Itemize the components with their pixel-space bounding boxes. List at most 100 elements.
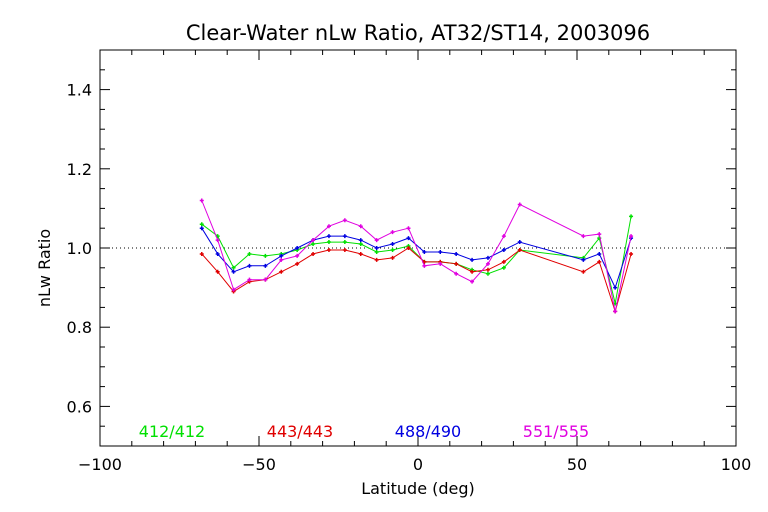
series-point <box>231 269 236 274</box>
series-point <box>199 251 204 256</box>
series-point <box>326 240 331 245</box>
series-point <box>247 263 252 268</box>
series-point <box>581 257 586 262</box>
series-point <box>629 234 634 239</box>
x-tick-label: 50 <box>567 455 587 474</box>
series-point <box>311 238 316 243</box>
y-tick-label: 1.2 <box>67 160 92 179</box>
series-point <box>263 277 268 282</box>
series-point <box>279 269 284 274</box>
series-point <box>263 253 268 258</box>
series-point <box>326 247 331 252</box>
legend-entry: 488/490 <box>395 422 461 441</box>
series-point <box>215 269 220 274</box>
series-point <box>342 234 347 239</box>
series-point <box>342 247 347 252</box>
series-point <box>374 246 379 250</box>
x-tick-label: 100 <box>721 455 752 474</box>
series-3 <box>199 226 634 290</box>
y-axis-label: nLw Ratio <box>35 229 54 307</box>
series-point <box>422 249 427 254</box>
series-point <box>501 259 506 264</box>
series-point <box>501 247 506 252</box>
series-line <box>201 216 632 304</box>
y-tick-label: 0.8 <box>67 318 92 337</box>
series-point <box>390 255 395 260</box>
series-point <box>247 251 252 256</box>
x-axis-label: Latitude (deg) <box>361 479 475 498</box>
series-point <box>406 226 411 231</box>
series-point <box>295 261 300 266</box>
series-point <box>326 224 331 229</box>
series-point <box>485 267 490 272</box>
series-point <box>199 198 204 203</box>
series-group <box>199 198 634 314</box>
series-point <box>613 285 618 290</box>
series-point <box>470 269 475 274</box>
series-point <box>358 224 363 229</box>
series-point <box>501 265 506 270</box>
series-point <box>342 218 347 223</box>
series-4 <box>199 198 634 314</box>
series-point <box>454 271 459 276</box>
chart-title: Clear-Water nLw Ratio, AT32/ST14, 200309… <box>186 21 650 45</box>
x-tick-label: 0 <box>413 455 423 474</box>
series-point <box>597 251 602 256</box>
series-point <box>470 279 475 284</box>
series-point <box>438 249 443 254</box>
series-point <box>597 232 602 237</box>
series-point <box>422 263 427 268</box>
series-point <box>279 257 284 262</box>
series-point <box>247 277 252 282</box>
series-point <box>485 261 490 266</box>
series-point <box>311 242 316 247</box>
series-point <box>263 263 268 268</box>
series-point <box>581 269 586 274</box>
x-tick-label: −100 <box>78 455 122 474</box>
legend-entry: 443/443 <box>267 422 333 441</box>
series-point <box>454 261 459 266</box>
series-point <box>311 251 316 256</box>
x-tick-label: −50 <box>242 455 276 474</box>
series-point <box>581 234 586 239</box>
series-point <box>438 261 443 266</box>
series-point <box>342 240 347 245</box>
series-point <box>406 236 411 241</box>
series-point <box>470 257 475 262</box>
series-point <box>517 247 522 252</box>
series-point <box>485 255 490 260</box>
series-point <box>406 246 411 250</box>
series-point <box>629 251 634 256</box>
series-point <box>597 259 602 264</box>
series-point <box>374 238 379 243</box>
series-point <box>517 240 522 245</box>
series-point <box>629 214 634 219</box>
series-point <box>358 251 363 256</box>
y-tick-label: 0.6 <box>67 397 92 416</box>
series-point <box>231 265 236 270</box>
series-point <box>279 253 284 258</box>
series-point <box>390 230 395 235</box>
series-point <box>485 271 490 276</box>
series-point <box>390 247 395 252</box>
series-point <box>358 238 363 243</box>
series-point <box>517 202 522 207</box>
series-point <box>613 309 618 314</box>
series-point <box>215 251 220 256</box>
series-point <box>358 242 363 247</box>
series-point <box>215 238 220 243</box>
series-point <box>231 287 236 292</box>
y-tick-label: 1.4 <box>67 81 92 100</box>
series-point <box>390 242 395 247</box>
legend-entry: 412/412 <box>139 422 205 441</box>
series-point <box>374 257 379 262</box>
series-point <box>374 249 379 254</box>
legend-entry: 551/555 <box>523 422 589 441</box>
y-tick-label: 1.0 <box>67 239 92 258</box>
series-point <box>454 251 459 256</box>
series-point <box>295 253 300 258</box>
axis-ticks: −100 −50 0 50 100 0.6 0.8 1.0 1.2 1.4 <box>67 49 752 474</box>
series-point <box>199 226 204 231</box>
series-point <box>501 234 506 239</box>
